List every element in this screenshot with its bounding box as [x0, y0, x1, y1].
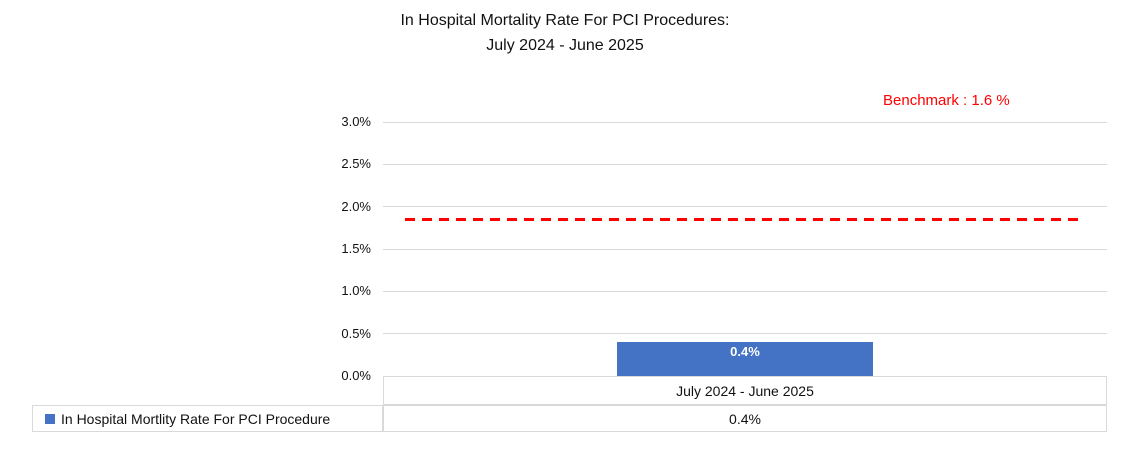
y-gridline — [383, 163, 1107, 165]
legend-series-label: In Hospital Mortlity Rate For PCI Proced… — [61, 410, 331, 427]
y-axis-tick-label: 2.5% — [341, 156, 371, 172]
bar-value-label: 0.4% — [730, 344, 760, 360]
y-axis-tick-label: 2.0% — [341, 198, 371, 214]
mortality-rate-bar: 0.4% — [617, 342, 873, 376]
y-axis-tick-label: 1.5% — [341, 241, 371, 256]
y-axis-tick-label: 1.0% — [341, 283, 371, 299]
y-axis-tick-label: 3.0% — [341, 114, 371, 129]
table-value-cell: 0.4% — [383, 405, 1107, 432]
y-gridline — [383, 333, 1107, 335]
legend-swatch-icon — [45, 413, 55, 424]
y-axis-tick-label: 0.0% — [341, 368, 371, 383]
table-category-header-cell: July 2024 - June 2025 — [383, 376, 1107, 405]
benchmark-dashed-line — [405, 217, 1083, 221]
y-gridline — [383, 121, 1107, 123]
y-axis-tick-label: 0.5% — [341, 325, 371, 341]
y-gridline — [383, 206, 1107, 208]
y-gridline — [383, 290, 1107, 292]
table-category-header: July 2024 - June 2025 — [676, 382, 814, 399]
chart-title-line2: July 2024 - June 2025 — [486, 37, 644, 54]
chart-title: In Hospital Mortality Rate For PCI Proce… — [0, 8, 1130, 58]
plot-area: 0.0% 0.5% 1.0% 1.5% 2.0% 2.5% 3.0% 0.4% — [341, 114, 1107, 383]
table-series-value: 0.4% — [729, 410, 761, 427]
table-legend-cell: In Hospital Mortlity Rate For PCI Proced… — [32, 405, 383, 432]
benchmark-label: Benchmark : 1.6 % — [883, 92, 1010, 109]
y-gridline — [383, 248, 1107, 250]
chart-title-line1: In Hospital Mortality Rate For PCI Proce… — [400, 12, 730, 29]
